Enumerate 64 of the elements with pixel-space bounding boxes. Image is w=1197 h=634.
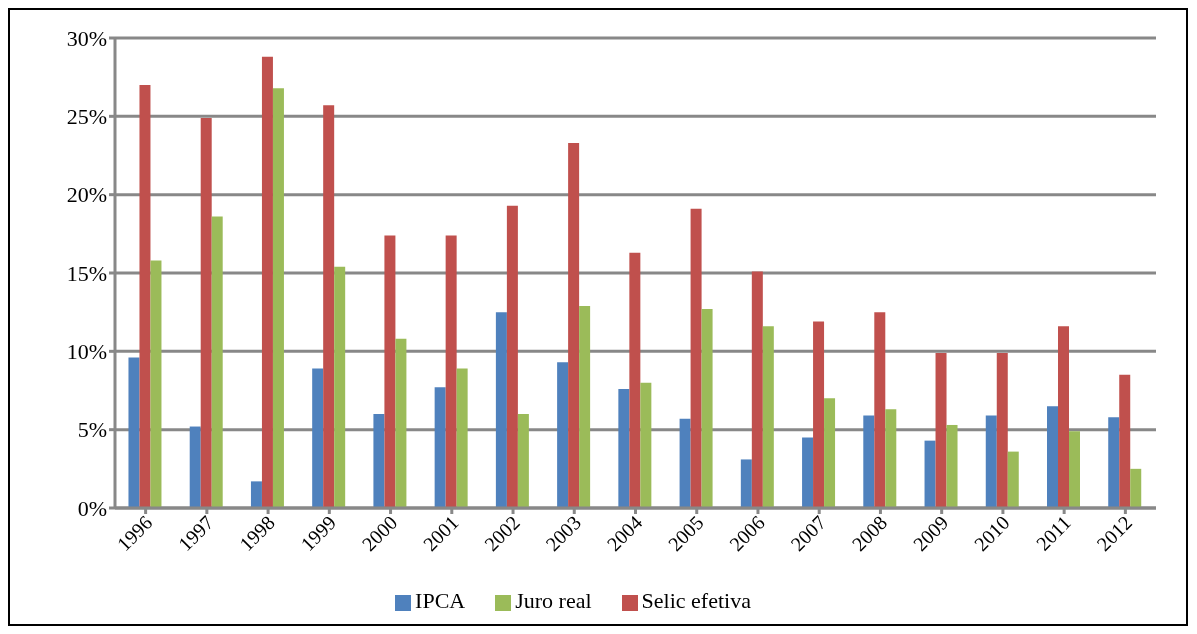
bar xyxy=(434,387,446,508)
y-tick-label: 5% xyxy=(77,417,107,443)
bar xyxy=(211,216,223,508)
bar xyxy=(384,235,396,508)
x-tick-label: 1999 xyxy=(296,511,341,556)
bar xyxy=(579,305,591,508)
bar xyxy=(1047,406,1058,508)
bar xyxy=(334,266,346,508)
y-tick-label: 20% xyxy=(66,182,107,208)
bar xyxy=(924,440,936,508)
bar xyxy=(885,409,897,508)
bar xyxy=(679,418,691,508)
y-tick-label: 15% xyxy=(66,260,107,286)
legend-label: Juro real xyxy=(515,588,592,613)
bar xyxy=(935,352,947,508)
bar xyxy=(495,312,507,508)
bar xyxy=(557,362,569,508)
legend-label: Selic efetiva xyxy=(641,588,751,613)
bar xyxy=(629,252,641,508)
bar xyxy=(690,208,702,508)
bar xyxy=(802,437,814,508)
bar xyxy=(506,205,518,508)
bar xyxy=(568,142,580,508)
bar xyxy=(189,426,201,508)
bar xyxy=(874,312,886,508)
bar xyxy=(200,117,212,508)
bar xyxy=(312,368,324,508)
bar xyxy=(996,352,1008,508)
bar xyxy=(813,321,825,508)
bar xyxy=(395,338,407,508)
x-tick-label: 2011 xyxy=(1031,511,1075,555)
bar xyxy=(1119,374,1131,508)
bar xyxy=(323,105,335,508)
bar xyxy=(1007,451,1019,508)
bar xyxy=(740,459,752,508)
bar xyxy=(139,85,151,508)
bar xyxy=(250,481,262,508)
bar xyxy=(150,260,162,508)
bar xyxy=(751,271,763,508)
bar xyxy=(373,414,385,508)
bar xyxy=(824,398,836,508)
bar xyxy=(985,415,997,508)
bar xyxy=(456,368,468,508)
y-tick-label: 10% xyxy=(66,339,107,365)
bar xyxy=(1069,431,1080,508)
bar xyxy=(946,424,958,508)
bar xyxy=(618,388,630,508)
bar xyxy=(640,382,652,508)
y-tick-label: 25% xyxy=(66,104,107,130)
bar xyxy=(762,326,774,508)
y-tick-label: 30% xyxy=(66,25,107,51)
legend-label: IPCA xyxy=(415,588,466,613)
bar xyxy=(1058,326,1069,508)
bar xyxy=(272,88,284,508)
bar xyxy=(445,235,457,508)
y-tick-label: 0% xyxy=(77,495,107,521)
bar xyxy=(1108,417,1120,508)
bar xyxy=(701,309,713,508)
bar xyxy=(863,415,875,508)
x-tick-label: 1998 xyxy=(235,511,279,556)
bar xyxy=(517,414,529,508)
bar xyxy=(128,357,140,508)
bar xyxy=(261,56,273,508)
bar xyxy=(1130,468,1142,508)
